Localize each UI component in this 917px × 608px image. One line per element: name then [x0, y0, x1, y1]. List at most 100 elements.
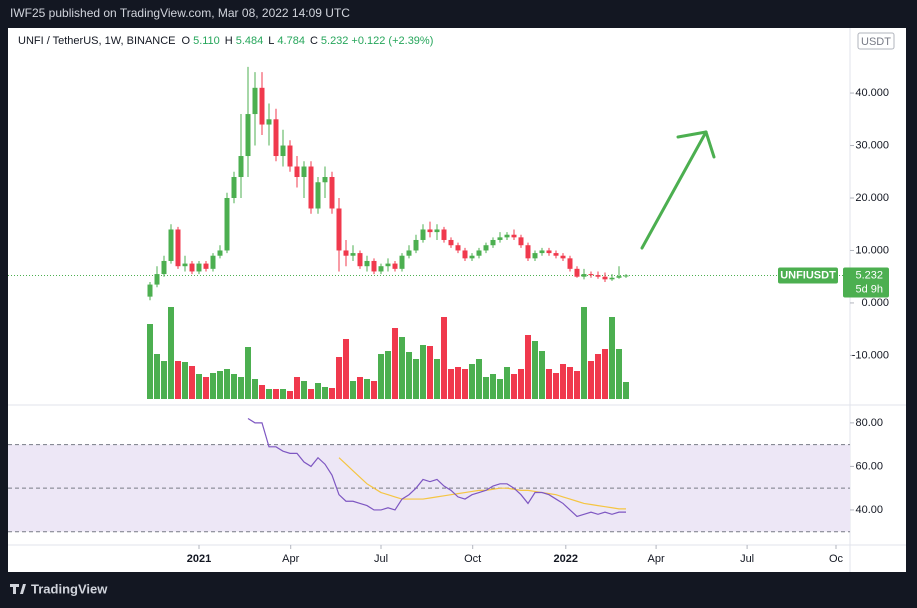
- candle-body: [525, 245, 531, 259]
- candle-body: [420, 229, 426, 240]
- candle-body: [231, 177, 237, 198]
- candle-body: [182, 263, 188, 267]
- rsi-line: [247, 417, 626, 518]
- volume-bar: [560, 364, 566, 399]
- candle-body: [406, 250, 412, 256]
- candle-body: [399, 255, 405, 269]
- candle-body: [266, 119, 272, 125]
- candle-body: [294, 166, 300, 178]
- ohlc-value: 5.110: [193, 35, 220, 47]
- volume-bar: [378, 354, 384, 399]
- price-tag-box: [843, 267, 889, 298]
- candle-body: [364, 260, 370, 267]
- candle-body: [441, 229, 447, 240]
- volume-bar: [203, 377, 209, 399]
- candle-body: [483, 245, 489, 251]
- candle-body: [455, 245, 461, 251]
- volume-bar: [154, 354, 160, 399]
- ohlc-key: C: [309, 35, 318, 47]
- volume-bar: [553, 373, 559, 399]
- logo: [10, 584, 26, 594]
- volume-bar: [301, 381, 307, 399]
- candle-body: [462, 250, 468, 259]
- publish-info: IWF25 published on TradingView.com, Mar …: [10, 6, 350, 20]
- candle-body: [427, 229, 433, 233]
- volume-bar: [385, 351, 391, 399]
- rsi-tick-label: 60.00: [855, 460, 883, 472]
- candle-body: [315, 182, 321, 209]
- candle-body: [553, 253, 559, 256]
- candle-body: [329, 177, 335, 209]
- candle-body: [385, 263, 391, 267]
- volume-bar: [434, 359, 440, 399]
- candle-body: [217, 250, 223, 256]
- volume-bar: [350, 381, 356, 399]
- volume-bar: [483, 377, 489, 399]
- candle-body: [518, 237, 524, 246]
- volume-bar: [469, 364, 475, 399]
- volume-bar: [476, 359, 482, 399]
- ohlc-value: 5.484: [235, 35, 264, 47]
- x-tick-label: Apr: [648, 553, 665, 565]
- candle-body: [161, 260, 167, 275]
- price-tag-countdown: 5d 9h: [855, 283, 883, 295]
- arrow-annotation: [640, 130, 716, 250]
- x-tick-label: 2022: [554, 553, 578, 565]
- volume-bar: [546, 369, 552, 399]
- candle-body: [308, 166, 314, 209]
- candle-body: [497, 237, 503, 240]
- volume-bar: [609, 317, 615, 399]
- volume-bar: [532, 341, 538, 399]
- candle-body: [581, 274, 587, 277]
- candle-body: [287, 145, 293, 167]
- candle-body: [350, 253, 356, 256]
- ohlc-value: 5.232: [320, 35, 349, 47]
- volume-bar: [441, 317, 447, 399]
- candle-body: [476, 250, 482, 256]
- candle-body: [413, 239, 419, 251]
- ohlc-value: 4.784: [277, 35, 305, 47]
- volume-bar: [427, 346, 433, 399]
- volume-bar: [448, 369, 454, 399]
- volume-bar: [280, 389, 286, 399]
- change: +0.122 (+2.39%): [351, 35, 434, 47]
- candle-body: [168, 229, 174, 261]
- candle-body: [588, 274, 594, 276]
- volume-bar: [308, 389, 314, 399]
- candle-body: [504, 234, 510, 238]
- volume-bar: [336, 357, 342, 399]
- candle-body: [210, 255, 216, 269]
- volume-bar: [455, 367, 461, 399]
- candle-body: [301, 166, 307, 178]
- x-tick-label: Oc: [829, 553, 844, 565]
- candle-body: [469, 255, 475, 259]
- candle-body: [567, 258, 573, 269]
- volume-bar: [420, 345, 426, 399]
- x-tick-label: Jul: [374, 553, 388, 565]
- candle-body: [259, 87, 265, 125]
- volume-bar: [616, 349, 622, 399]
- volume-bar: [231, 374, 237, 399]
- x-tick-label: Jul: [740, 553, 754, 565]
- candle-body: [196, 263, 202, 272]
- y-tick-label: -10.000: [852, 349, 889, 361]
- candle-body: [147, 284, 153, 297]
- candle-body: [532, 253, 538, 259]
- candle-body: [343, 250, 349, 256]
- volume-bar: [392, 328, 398, 399]
- volume-bar: [497, 379, 503, 399]
- volume-bar: [357, 377, 363, 399]
- volume-bar: [525, 335, 531, 399]
- volume-bar: [287, 391, 293, 399]
- volume-bar: [504, 367, 510, 399]
- currency-box: [857, 32, 895, 50]
- ohlc-key: O: [181, 35, 191, 47]
- volume-bar: [399, 337, 405, 399]
- volume-bar: [413, 359, 419, 399]
- ohlc-key: H: [224, 35, 233, 47]
- rsi-ma-line: [338, 457, 626, 510]
- candle-body: [238, 156, 244, 178]
- volume-bar: [224, 369, 230, 399]
- volume-bar: [406, 352, 412, 399]
- volume-bar: [238, 377, 244, 399]
